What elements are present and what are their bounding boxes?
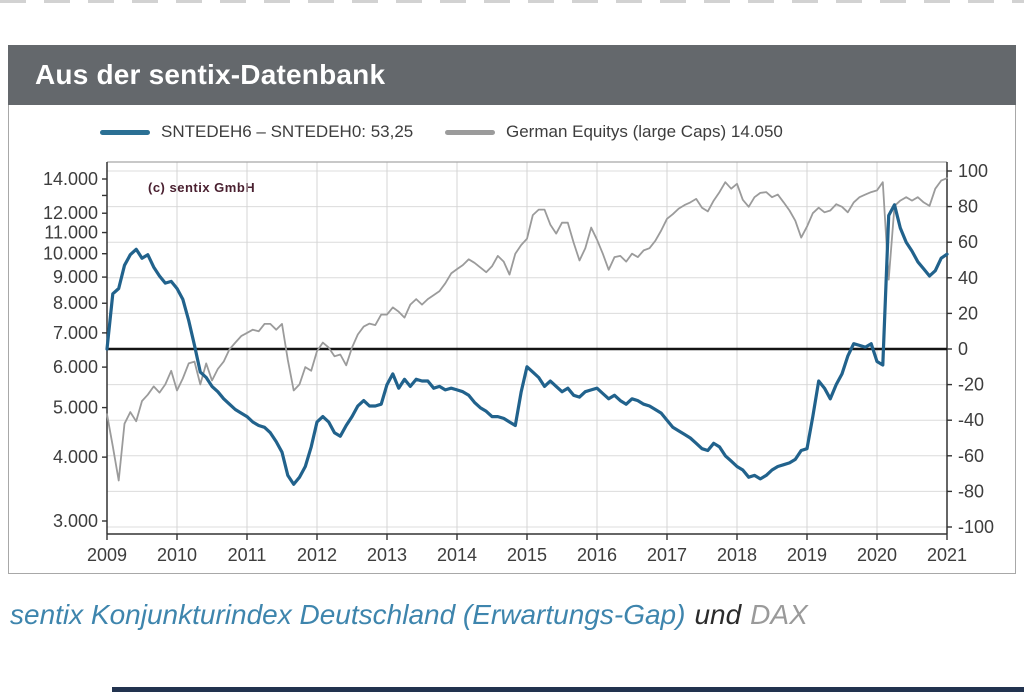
dax-line-swatch-icon (445, 129, 495, 135)
y-axis-left-label: 5.000 (53, 398, 98, 418)
dax-line (106, 177, 948, 482)
y-axis-left-label: 3.000 (53, 511, 98, 531)
legend-label-dax: German Equitys (large Caps) 14.050 (506, 122, 783, 141)
x-axis-label: 2017 (647, 545, 687, 565)
x-axis-label: 2011 (228, 545, 267, 565)
y-axis-right-label: -80 (958, 481, 984, 501)
y-axis-left-label: 11.000 (44, 223, 98, 243)
y-axis-left-label: 14.000 (43, 169, 98, 189)
x-axis-label: 2018 (717, 545, 757, 565)
y-axis-left-label: 12.000 (43, 203, 98, 223)
copyright-watermark: (c) sentix GmbH (148, 180, 256, 195)
legend-item-gap: SNTEDEH6 – SNTEDEH0: 53,25 (100, 122, 413, 142)
caption-und-text: und (694, 599, 742, 630)
y-axis-right-label: -60 (958, 446, 984, 466)
y-axis-right-label: -20 (958, 375, 984, 395)
x-axis-label: 2012 (297, 545, 337, 565)
chart-panel: SNTEDEH6 – SNTEDEH0: 53,25 German Equity… (8, 105, 1016, 574)
y-axis-left-label: 10.000 (43, 244, 98, 264)
header-bar: Aus der sentix-Datenbank (8, 45, 1016, 105)
x-axis-label: 2016 (577, 545, 617, 565)
x-axis-label: 2010 (157, 545, 197, 565)
y-axis-right-label: 100 (958, 161, 988, 181)
x-axis-label: 2019 (787, 545, 827, 565)
x-axis-label: 2020 (857, 545, 897, 565)
gap-line (105, 203, 949, 486)
y-axis-left-label: 4.000 (53, 447, 98, 467)
x-axis-label: 2021 (927, 545, 967, 565)
y-axis-left-label: 9.000 (53, 267, 98, 287)
legend-item-dax: German Equitys (large Caps) 14.050 (445, 122, 783, 142)
top-edge-artifact (0, 0, 1024, 3)
y-axis-right-label: 0 (958, 339, 968, 359)
legend-label-gap: SNTEDEH6 – SNTEDEH0: 53,25 (161, 122, 414, 141)
x-axis-label: 2009 (87, 545, 127, 565)
x-axis-label: 2014 (437, 545, 477, 565)
y-axis-left-label: 6.000 (53, 357, 98, 377)
y-axis-right-label: 80 (958, 197, 978, 217)
caption: sentix Konjunkturindex Deutschland (Erwa… (10, 599, 808, 631)
x-axis-label: 2013 (367, 545, 407, 565)
caption-dax-text: DAX (750, 599, 808, 630)
caption-gap-text: sentix Konjunkturindex Deutschland (Erwa… (10, 599, 686, 630)
y-axis-right-label: -100 (958, 517, 994, 537)
y-axis-right-label: 60 (958, 232, 978, 252)
y-axis-left-label: 7.000 (53, 323, 98, 343)
page-title: Aus der sentix-Datenbank (35, 59, 386, 90)
y-axis-right-label: -40 (958, 410, 984, 430)
x-axis-label: 2015 (507, 545, 547, 565)
y-axis-left-label: 8.000 (53, 293, 98, 313)
bottom-edge-artifact (112, 687, 1024, 692)
gap-line-swatch-icon (100, 129, 150, 135)
y-axis-right-label: 20 (958, 303, 978, 323)
y-axis-right-label: 40 (958, 268, 978, 288)
